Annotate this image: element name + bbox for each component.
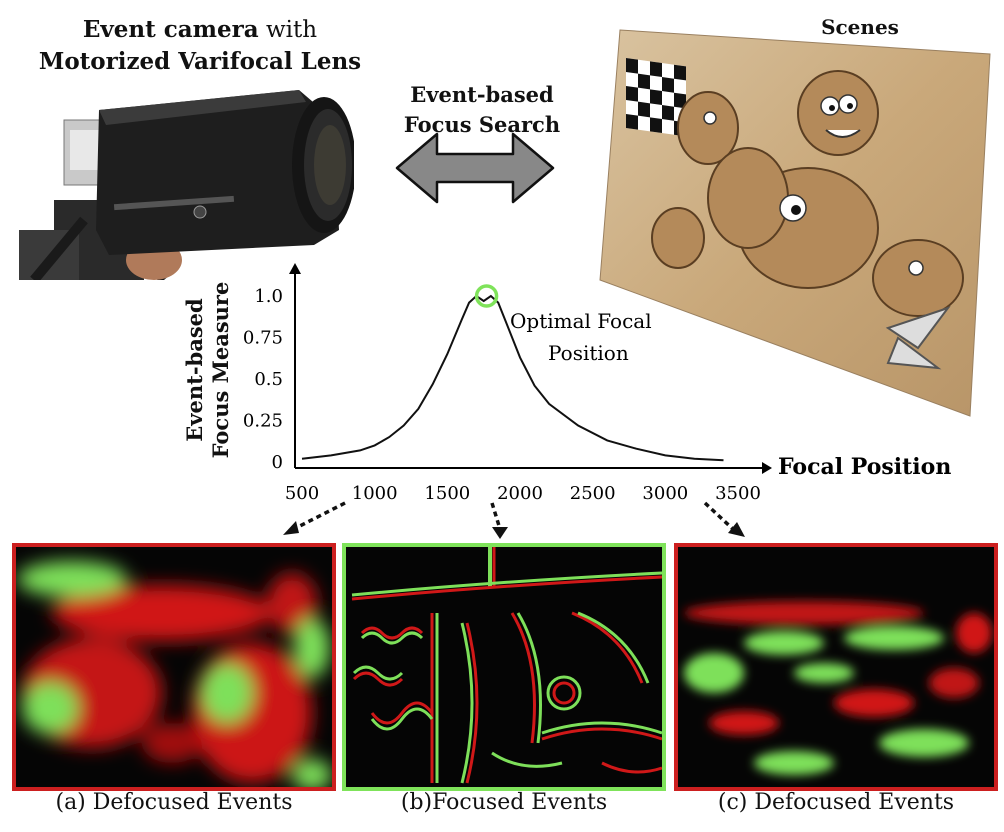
camera-photo — [14, 80, 354, 280]
annotation-line2: Position — [548, 341, 629, 365]
camera-title: Event camera with Motorized Varifocal Le… — [10, 14, 390, 78]
x-axis-label: Focal Position — [778, 454, 951, 480]
panel-c-defocused-events — [674, 543, 998, 791]
caption-a: (a) Defocused Events — [55, 790, 293, 815]
y-axis-title-line1: Event-based — [182, 298, 207, 442]
y-axis-title: Event-based Focus Measure — [182, 270, 234, 470]
arrowhead-c-icon — [728, 522, 745, 537]
y-tick-label: 1.0 — [254, 286, 283, 307]
x-tick-label: 1000 — [352, 483, 398, 504]
scenes-label: Scenes — [821, 15, 899, 39]
camera-title-line2: Motorized Varifocal Lens — [38, 48, 362, 75]
panel-pointer-arrows — [283, 501, 745, 539]
x-tick-label: 500 — [285, 483, 319, 504]
y-tick-label: 0.75 — [243, 328, 283, 349]
x-tick-label: 3000 — [642, 483, 688, 504]
focus-search-label-line2: Focus Search — [403, 112, 561, 137]
arrowhead-b-icon — [492, 527, 508, 539]
x-tick-label: 2500 — [570, 483, 616, 504]
y-tick-label: 0.25 — [243, 411, 283, 432]
focus-search-label: Event-based Focus Search — [392, 80, 572, 140]
series-line — [301, 294, 724, 462]
scene-poster — [599, 29, 991, 417]
optimal-point-marker — [474, 284, 499, 308]
focus-search-label-line1: Event-based — [410, 82, 554, 107]
panel-b-focused-events — [342, 543, 666, 791]
y-axis-title-line2: Focus Measure — [208, 281, 233, 459]
focus-measure-chart: 0 0.25 0.5 0.75 1.0 500 1000 1500 2000 2500 3000 3… — [243, 263, 951, 504]
y-tick-label: 0.5 — [254, 369, 283, 390]
caption-b: (b)Focused Events — [400, 790, 608, 815]
double-arrow-icon — [395, 132, 555, 204]
y-axis-arrowhead — [289, 263, 301, 274]
y-tick-label: 0 — [272, 452, 283, 473]
x-axis-arrowhead — [762, 462, 772, 474]
caption-c: (c) Defocused Events — [717, 790, 955, 815]
panel-a-defocused-events — [12, 543, 336, 791]
x-tick-label: 3500 — [715, 483, 761, 504]
camera-title-bold: Event camera — [82, 16, 259, 43]
arrowhead-a-icon — [283, 521, 299, 535]
x-tick-label: 1500 — [424, 483, 470, 504]
x-tick-label: 2000 — [497, 483, 543, 504]
annotation-line1: Optimal Focal — [510, 309, 652, 333]
camera-title-plain: with — [258, 17, 318, 43]
